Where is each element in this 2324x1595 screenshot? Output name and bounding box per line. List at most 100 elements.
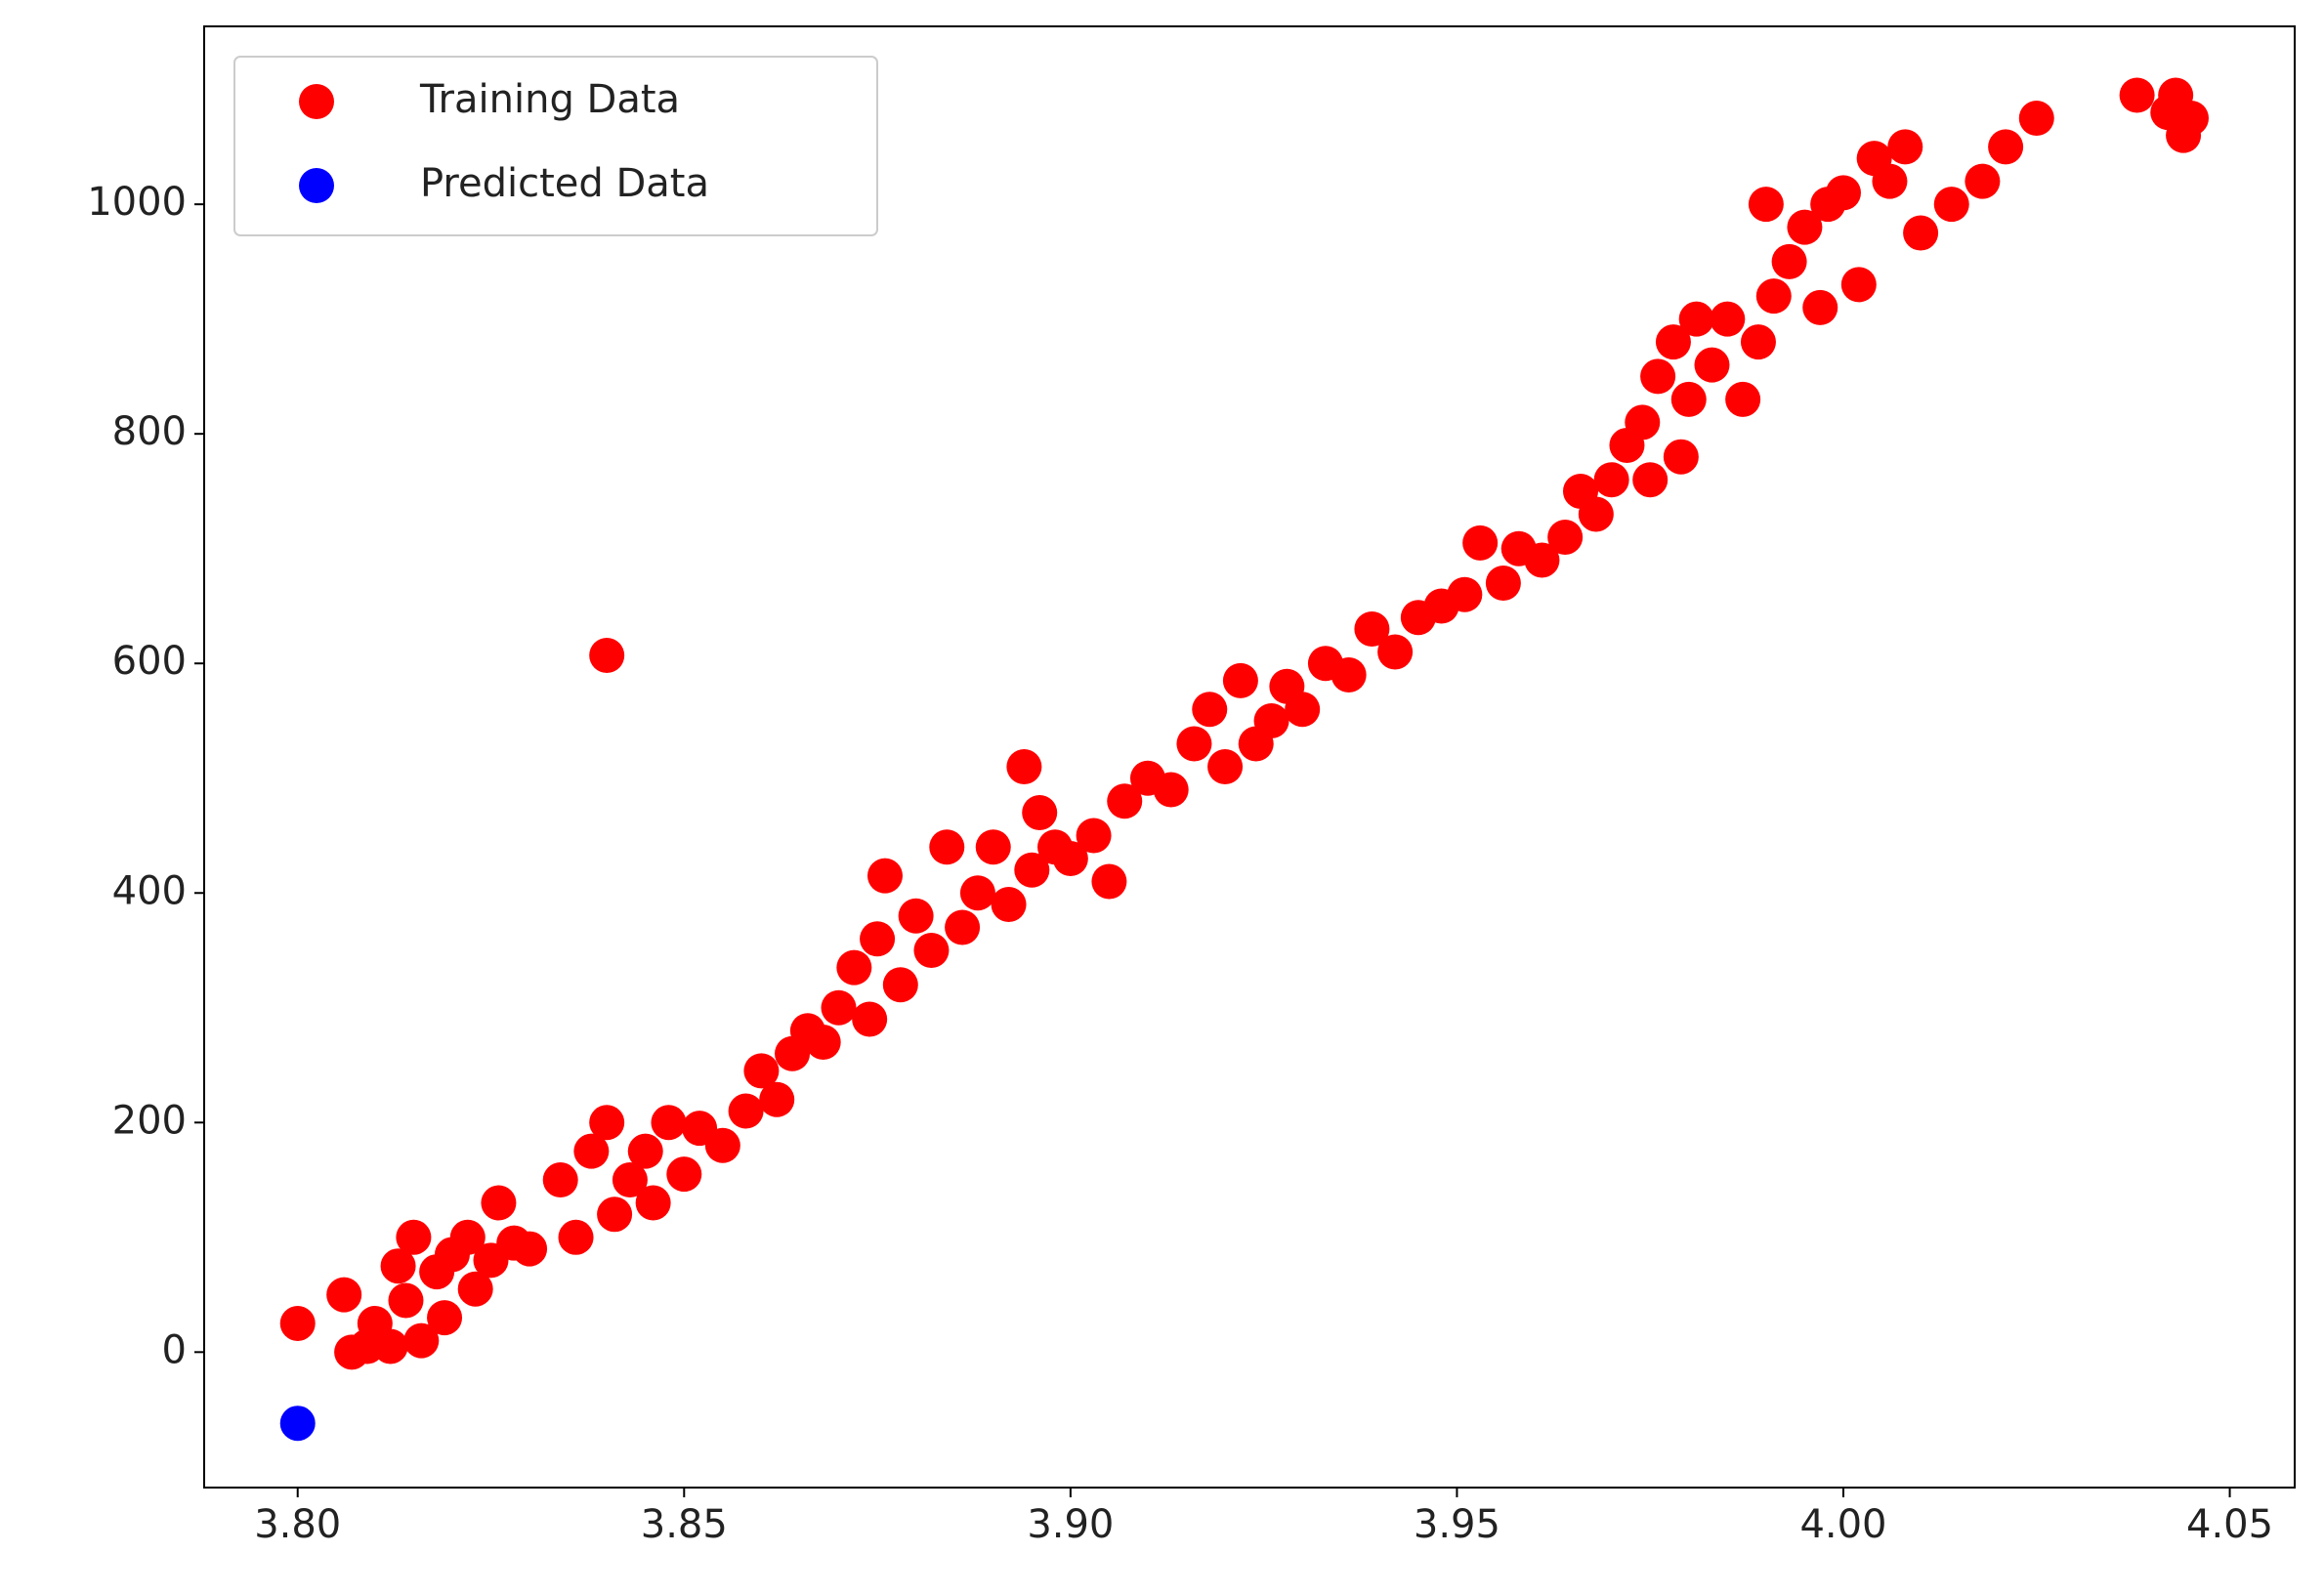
point: [1670, 381, 1707, 417]
legend-marker: [299, 168, 334, 203]
y-tick-label: 200: [112, 1098, 187, 1143]
x-tick-label: 3.85: [641, 1502, 728, 1547]
point: [1354, 610, 1390, 647]
point: [1153, 772, 1189, 808]
legend-marker: [299, 84, 334, 119]
point: [1192, 692, 1228, 728]
point: [1965, 163, 2001, 199]
point: [1748, 187, 1784, 223]
point: [589, 637, 625, 673]
point: [1107, 783, 1143, 819]
point: [1710, 301, 1746, 337]
point: [836, 949, 872, 986]
legend-label: Training Data: [419, 77, 680, 122]
x-tick-label: 3.90: [1027, 1502, 1114, 1547]
point: [1076, 818, 1112, 854]
point: [860, 921, 896, 957]
point: [991, 887, 1027, 923]
point: [1678, 301, 1714, 337]
point: [1655, 324, 1691, 360]
point: [1825, 175, 1861, 211]
point: [372, 1328, 408, 1364]
point: [1006, 748, 1042, 784]
point: [1640, 358, 1676, 395]
point: [1903, 215, 1939, 251]
point: [396, 1219, 432, 1255]
point: [1933, 187, 1969, 223]
x-tick-label: 4.00: [1799, 1502, 1886, 1547]
point: [457, 1271, 493, 1307]
point: [1840, 267, 1877, 303]
point: [743, 1053, 780, 1089]
point: [1524, 542, 1560, 578]
legend-box: [233, 56, 878, 236]
point: [805, 1025, 841, 1061]
point: [481, 1185, 517, 1221]
point: [403, 1322, 440, 1359]
y-tick-label: 1000: [87, 180, 187, 225]
point: [975, 829, 1011, 865]
point: [913, 933, 950, 969]
point: [1091, 863, 1127, 900]
point: [1771, 243, 1807, 279]
point: [279, 1305, 316, 1341]
point: [612, 1162, 648, 1198]
point: [1802, 289, 1838, 325]
point: [1331, 656, 1367, 693]
point: [1547, 519, 1584, 555]
plot-frame: [203, 25, 2296, 1489]
legend-label: Predicted Data: [420, 161, 709, 206]
point: [627, 1133, 663, 1169]
point: [388, 1282, 424, 1319]
point: [542, 1162, 578, 1198]
point: [821, 989, 857, 1026]
point: [635, 1185, 671, 1221]
point: [558, 1219, 594, 1255]
point: [882, 967, 918, 1003]
point: [1447, 576, 1483, 612]
point: [2119, 77, 2155, 113]
point: [512, 1231, 548, 1267]
point: [1022, 794, 1058, 830]
point: [959, 875, 995, 911]
point: [573, 1133, 610, 1169]
point: [2018, 101, 2054, 137]
point: [898, 898, 934, 934]
point: [945, 909, 981, 945]
point: [1740, 324, 1776, 360]
point: [279, 1406, 316, 1442]
point: [1222, 662, 1258, 698]
point: [929, 829, 965, 865]
point: [1887, 129, 1923, 165]
point: [1014, 852, 1050, 888]
point: [1988, 129, 2024, 165]
point: [1377, 634, 1414, 670]
x-tick-label: 4.05: [2186, 1502, 2273, 1547]
point: [728, 1093, 764, 1129]
point: [597, 1196, 633, 1233]
point: [1207, 748, 1244, 784]
x-tick-label: 3.95: [1414, 1502, 1500, 1547]
point: [1052, 841, 1088, 877]
point: [1462, 525, 1499, 561]
point: [449, 1219, 486, 1255]
point: [704, 1127, 740, 1163]
point: [759, 1081, 795, 1117]
point: [1755, 278, 1792, 315]
point: [651, 1105, 687, 1141]
y-tick-label: 400: [112, 868, 187, 913]
y-tick-label: 800: [112, 409, 187, 454]
point: [866, 858, 903, 894]
point: [427, 1300, 463, 1336]
point: [1176, 726, 1212, 762]
point: [1787, 209, 1823, 245]
point: [1694, 347, 1730, 383]
point: [1625, 404, 1661, 441]
point: [380, 1248, 416, 1284]
point: [1632, 462, 1669, 498]
point: [852, 1001, 888, 1037]
point: [589, 1105, 625, 1141]
point: [1593, 462, 1629, 498]
point: [1578, 496, 1614, 532]
